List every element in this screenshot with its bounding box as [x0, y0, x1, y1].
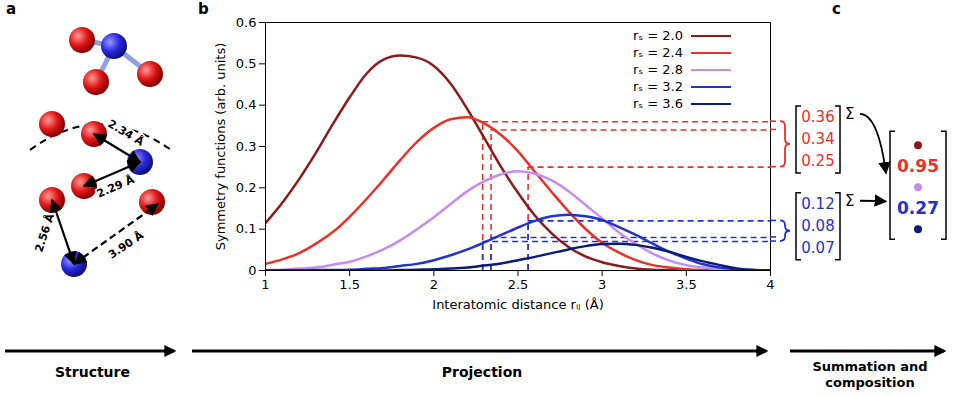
- svg-text:c: c: [832, 0, 841, 18]
- svg-text:0.2: 0.2: [236, 180, 257, 195]
- svg-text:0.1: 0.1: [236, 221, 257, 236]
- svg-text:0.25: 0.25: [801, 152, 834, 170]
- svg-text:Σ: Σ: [845, 192, 854, 210]
- svg-text:3.5: 3.5: [676, 277, 697, 292]
- svg-text:Symmetry functions (arb. units: Symmetry functions (arb. units): [213, 43, 228, 250]
- html-text:rₛ = 3.6: rₛ = 3.6: [633, 96, 683, 111]
- svg-text:3.90 Å: 3.90 Å: [106, 228, 146, 261]
- svg-text:composition: composition: [825, 375, 914, 390]
- svg-text:0.95: 0.95: [897, 156, 939, 176]
- svg-text:0.4: 0.4: [236, 97, 257, 112]
- svg-text:2.29 Å: 2.29 Å: [95, 173, 137, 201]
- svg-text:Summation and: Summation and: [812, 359, 927, 374]
- svg-text:b: b: [198, 0, 209, 18]
- svg-text:0.34: 0.34: [801, 130, 834, 148]
- svg-text:Σ: Σ: [845, 105, 854, 123]
- svg-text:2.5: 2.5: [508, 277, 529, 292]
- html-text:rₛ = 2.8: rₛ = 2.8: [633, 62, 683, 77]
- svg-text:0.07: 0.07: [801, 239, 834, 257]
- html-text:rₛ = 3.2: rₛ = 3.2: [633, 79, 683, 94]
- svg-text:2.34 Å: 2.34 Å: [106, 117, 147, 149]
- svg-text:a: a: [6, 0, 16, 18]
- html-text:rₛ = 2.4: rₛ = 2.4: [633, 45, 683, 60]
- svg-text:0.6: 0.6: [236, 15, 257, 30]
- svg-text:0.27: 0.27: [897, 198, 939, 218]
- svg-text:0: 0: [248, 263, 256, 278]
- svg-text:Projection: Projection: [442, 364, 522, 380]
- svg-text:1.5: 1.5: [339, 277, 360, 292]
- svg-text:1: 1: [261, 277, 269, 292]
- svg-text:0.08: 0.08: [801, 217, 834, 235]
- svg-text:0.12: 0.12: [801, 195, 834, 213]
- svg-text:0.5: 0.5: [236, 56, 257, 71]
- svg-text:3: 3: [598, 277, 606, 292]
- svg-text:0.3: 0.3: [236, 139, 257, 154]
- svg-text:4: 4: [766, 277, 774, 292]
- html-text:rₛ = 2.0: rₛ = 2.0: [633, 28, 683, 43]
- svg-text:2: 2: [430, 277, 438, 292]
- svg-text:0.36: 0.36: [801, 108, 834, 126]
- svg-text:2.56 Å: 2.56 Å: [32, 212, 57, 254]
- svg-text:Structure: Structure: [55, 364, 130, 380]
- svg-text:Interatomic distance rᵢⱼ (Å): Interatomic distance rᵢⱼ (Å): [432, 297, 603, 312]
